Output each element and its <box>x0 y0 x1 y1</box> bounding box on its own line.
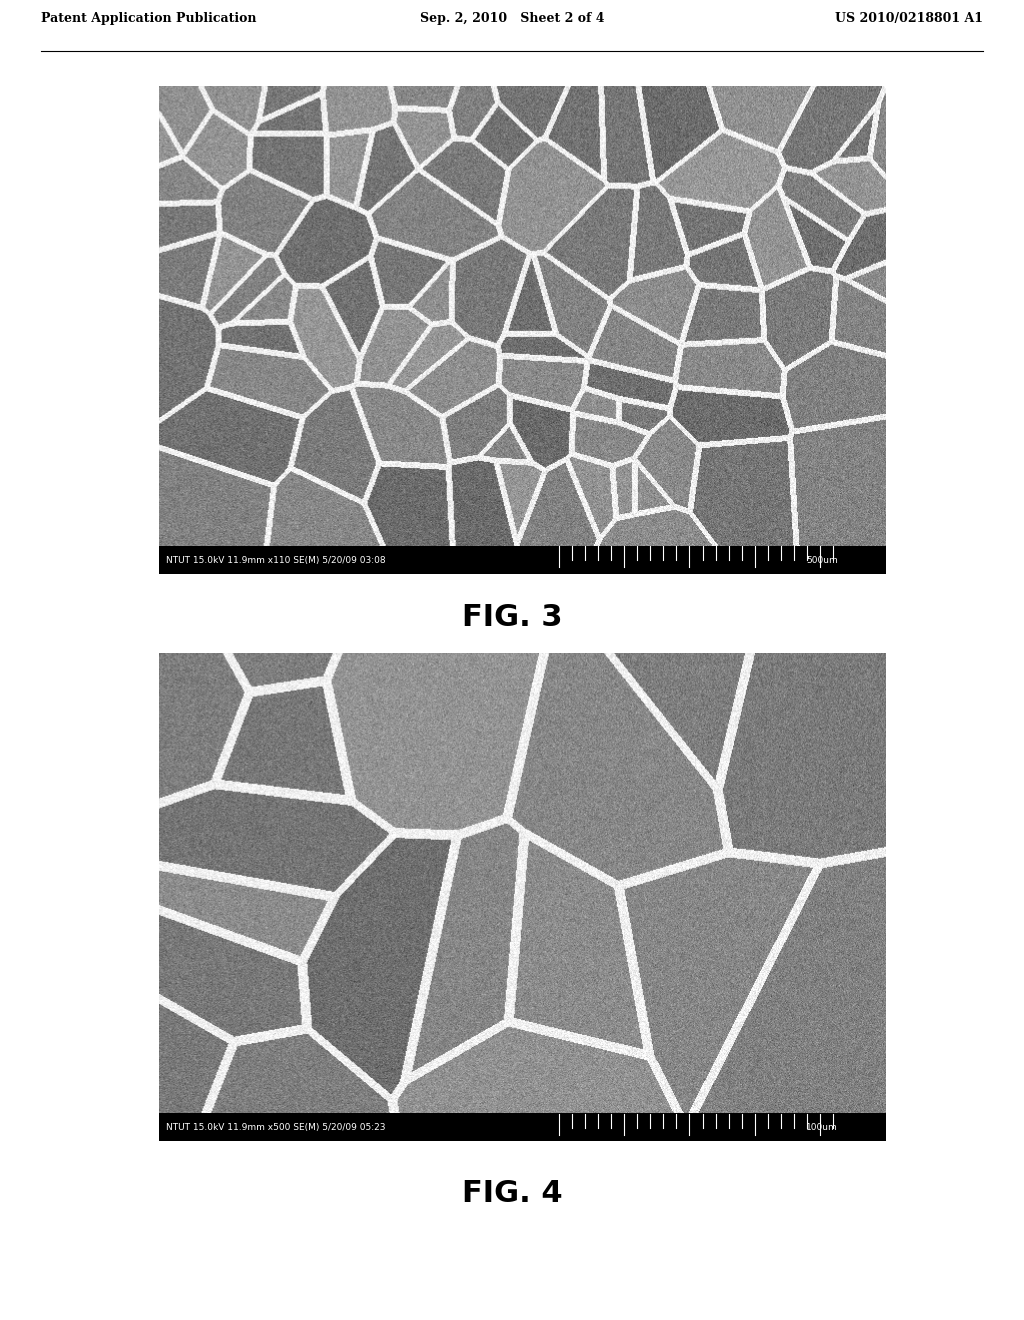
Text: 100um: 100um <box>806 1123 838 1133</box>
Text: 500um: 500um <box>806 556 838 565</box>
Text: US 2010/0218801 A1: US 2010/0218801 A1 <box>835 12 983 25</box>
Text: NTUT 15.0kV 11.9mm x500 SE(M) 5/20/09 05:23: NTUT 15.0kV 11.9mm x500 SE(M) 5/20/09 05… <box>166 1123 385 1133</box>
Text: Patent Application Publication: Patent Application Publication <box>41 12 256 25</box>
Text: FIG. 4: FIG. 4 <box>462 1180 562 1208</box>
Text: FIG. 3: FIG. 3 <box>462 603 562 631</box>
Text: Sep. 2, 2010   Sheet 2 of 4: Sep. 2, 2010 Sheet 2 of 4 <box>420 12 604 25</box>
Text: NTUT 15.0kV 11.9mm x110 SE(M) 5/20/09 03:08: NTUT 15.0kV 11.9mm x110 SE(M) 5/20/09 03… <box>166 556 386 565</box>
